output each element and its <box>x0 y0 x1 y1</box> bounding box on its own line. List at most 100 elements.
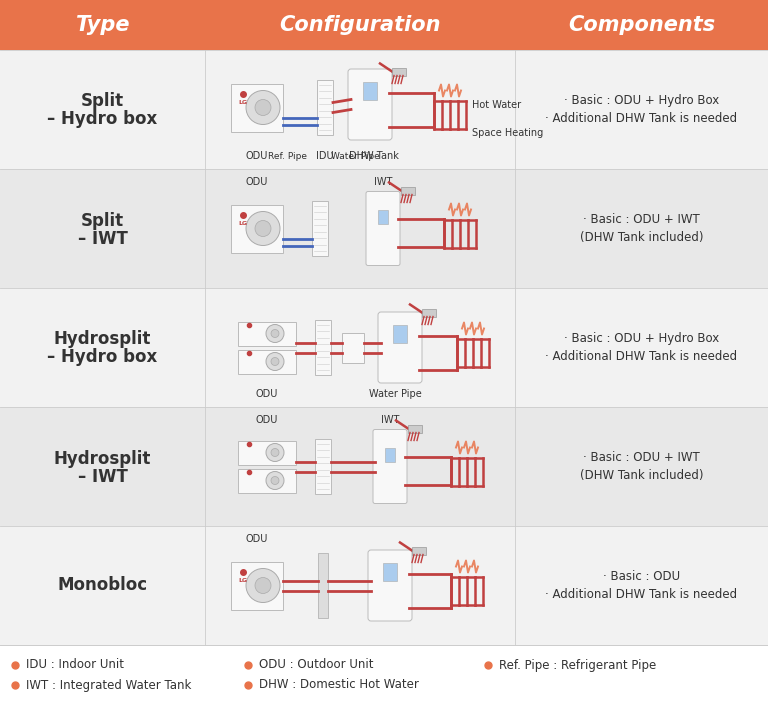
Circle shape <box>255 221 271 237</box>
Bar <box>205 288 515 407</box>
Bar <box>231 204 283 253</box>
Text: Monobloc: Monobloc <box>58 576 147 594</box>
Text: · Basic : ODU + IWT: · Basic : ODU + IWT <box>583 213 700 226</box>
Circle shape <box>255 99 271 116</box>
Bar <box>515 407 768 526</box>
Bar <box>315 439 331 494</box>
Bar <box>515 288 768 407</box>
Bar <box>318 553 328 618</box>
Circle shape <box>255 578 271 594</box>
Bar <box>342 332 364 363</box>
Text: LG: LG <box>238 578 247 583</box>
Text: DHW Tank: DHW Tank <box>349 151 399 161</box>
Bar <box>515 0 768 50</box>
Text: Water Pipe: Water Pipe <box>369 389 422 399</box>
FancyBboxPatch shape <box>373 429 407 503</box>
Text: LG: LG <box>238 221 247 226</box>
Bar <box>312 201 328 256</box>
Text: Space Heating: Space Heating <box>472 127 543 138</box>
Text: – IWT: – IWT <box>78 230 127 248</box>
Text: Split: Split <box>81 211 124 230</box>
Text: Components: Components <box>568 15 715 35</box>
Text: ODU: ODU <box>256 415 278 425</box>
Circle shape <box>246 211 280 245</box>
Circle shape <box>271 448 279 457</box>
Bar <box>238 350 296 374</box>
Bar <box>385 447 395 461</box>
Circle shape <box>246 568 280 602</box>
Circle shape <box>271 329 279 337</box>
Text: · Basic : ODU + Hydro Box: · Basic : ODU + Hydro Box <box>564 94 719 107</box>
Text: Configuration: Configuration <box>280 15 441 35</box>
Bar <box>515 169 768 288</box>
Text: ODU: ODU <box>246 534 268 544</box>
FancyBboxPatch shape <box>378 312 422 383</box>
Bar <box>363 82 377 99</box>
Bar <box>401 187 415 195</box>
Circle shape <box>246 90 280 125</box>
Bar <box>0 50 205 169</box>
Bar <box>315 320 331 375</box>
Text: Split: Split <box>81 93 124 111</box>
Text: Type: Type <box>76 15 129 35</box>
Bar <box>317 80 333 135</box>
FancyBboxPatch shape <box>366 192 400 266</box>
Bar <box>205 169 515 288</box>
Text: – IWT: – IWT <box>78 468 127 486</box>
Bar <box>238 468 296 492</box>
Bar <box>205 526 515 645</box>
Bar <box>392 67 406 75</box>
Text: IWT : Integrated Water Tank: IWT : Integrated Water Tank <box>26 678 191 691</box>
Text: (DHW Tank included): (DHW Tank included) <box>580 469 703 482</box>
Text: (DHW Tank included): (DHW Tank included) <box>580 231 703 244</box>
Text: Hydrosplit: Hydrosplit <box>54 330 151 348</box>
Bar <box>412 547 426 555</box>
Text: · Additional DHW Tank is needed: · Additional DHW Tank is needed <box>545 112 737 125</box>
Text: Hot Water: Hot Water <box>472 99 521 109</box>
Circle shape <box>271 358 279 366</box>
Circle shape <box>266 324 284 342</box>
Bar <box>238 321 296 345</box>
Bar <box>205 407 515 526</box>
Text: LG: LG <box>238 100 247 105</box>
Circle shape <box>266 444 284 461</box>
Text: ODU: ODU <box>256 389 278 399</box>
FancyBboxPatch shape <box>348 69 392 140</box>
Bar <box>515 50 768 169</box>
Text: Ref. Pipe : Refrigerant Pipe: Ref. Pipe : Refrigerant Pipe <box>499 659 656 671</box>
Bar <box>205 0 515 50</box>
Bar <box>378 209 388 224</box>
Circle shape <box>266 471 284 489</box>
Bar <box>238 440 296 465</box>
Circle shape <box>266 353 284 371</box>
Text: ODU : Outdoor Unit: ODU : Outdoor Unit <box>259 659 373 671</box>
Text: IDU : Indoor Unit: IDU : Indoor Unit <box>26 659 124 671</box>
Text: Ref. Pipe: Ref. Pipe <box>267 152 306 161</box>
Bar <box>383 563 397 581</box>
Text: DHW : Domestic Hot Water: DHW : Domestic Hot Water <box>259 678 419 691</box>
Bar <box>0 288 205 407</box>
Text: · Additional DHW Tank is needed: · Additional DHW Tank is needed <box>545 350 737 363</box>
Text: – Hydro box: – Hydro box <box>48 348 157 366</box>
Bar <box>393 324 407 342</box>
Text: IWT: IWT <box>381 415 399 425</box>
Bar <box>422 308 436 316</box>
Bar <box>0 407 205 526</box>
Text: Water Pipe: Water Pipe <box>331 152 379 161</box>
Text: · Additional DHW Tank is needed: · Additional DHW Tank is needed <box>545 588 737 601</box>
Text: · Basic : ODU + IWT: · Basic : ODU + IWT <box>583 451 700 464</box>
Bar <box>231 83 283 132</box>
Text: ODU: ODU <box>246 151 268 161</box>
Bar <box>0 169 205 288</box>
Text: Hydrosplit: Hydrosplit <box>54 450 151 468</box>
Bar <box>231 562 283 610</box>
Bar <box>515 526 768 645</box>
Text: – Hydro box: – Hydro box <box>48 111 157 128</box>
FancyBboxPatch shape <box>368 550 412 621</box>
Text: IWT: IWT <box>374 177 392 187</box>
Text: · Basic : ODU: · Basic : ODU <box>603 570 680 583</box>
Bar <box>205 50 515 169</box>
Text: IDU: IDU <box>316 151 334 161</box>
Text: · Basic : ODU + Hydro Box: · Basic : ODU + Hydro Box <box>564 332 719 345</box>
Bar <box>408 424 422 432</box>
